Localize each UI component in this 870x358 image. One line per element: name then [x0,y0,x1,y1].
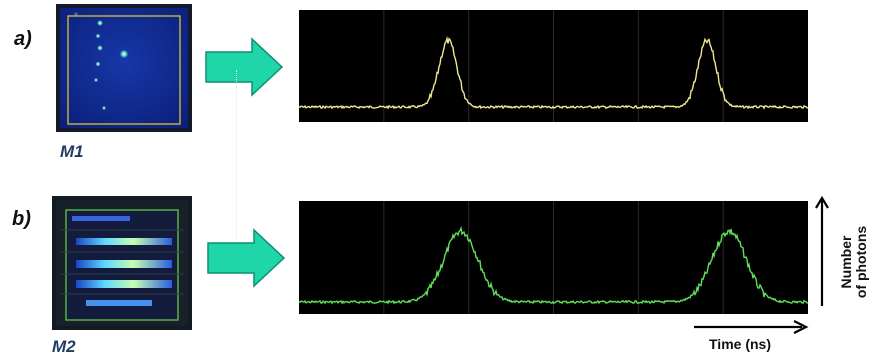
trace-b-plot [299,201,808,314]
trace-a-plot [299,10,808,122]
panel-label-b: b) [12,208,31,230]
mask-label-m1: M1 [60,142,84,161]
photons-axis-label: Number of photons [838,182,869,342]
signal-trace [299,225,808,305]
arrow-up-icon [815,196,829,308]
photons-label-line2: of photons [853,225,869,299]
time-axis-label: Time (ns) [709,336,771,352]
panel-label-a: a) [14,28,32,50]
right-arrow-icon [206,228,286,288]
signal-trace [299,35,808,110]
mask-label-m2: M2 [52,337,76,356]
photons-label-line1: Number [838,235,854,289]
divider-line [236,70,237,240]
arrow-right-icon [694,320,810,334]
mask-image-m2 [52,196,192,330]
right-arrow-icon [204,37,284,97]
oscilloscope-trace-b [299,201,808,314]
mask-image-m1 [56,4,192,132]
oscilloscope-trace-a [299,10,808,122]
